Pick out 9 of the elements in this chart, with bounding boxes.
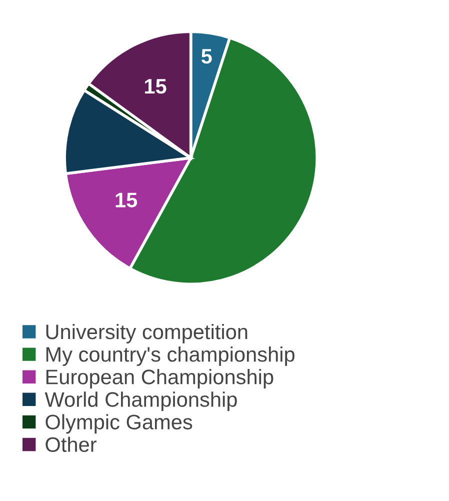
legend-label: University competition	[46, 324, 248, 344]
legend-label: Other	[46, 436, 96, 452]
legend-label: European Championship	[46, 369, 274, 388]
legend-label: Olympic Games	[46, 414, 192, 434]
data-label: 5	[201, 49, 212, 64]
data-label: 15	[116, 192, 138, 208]
legend-label: My country's championship	[46, 346, 294, 366]
data-label: 15	[145, 79, 166, 94]
legend-label: World Championship	[44, 392, 237, 412]
